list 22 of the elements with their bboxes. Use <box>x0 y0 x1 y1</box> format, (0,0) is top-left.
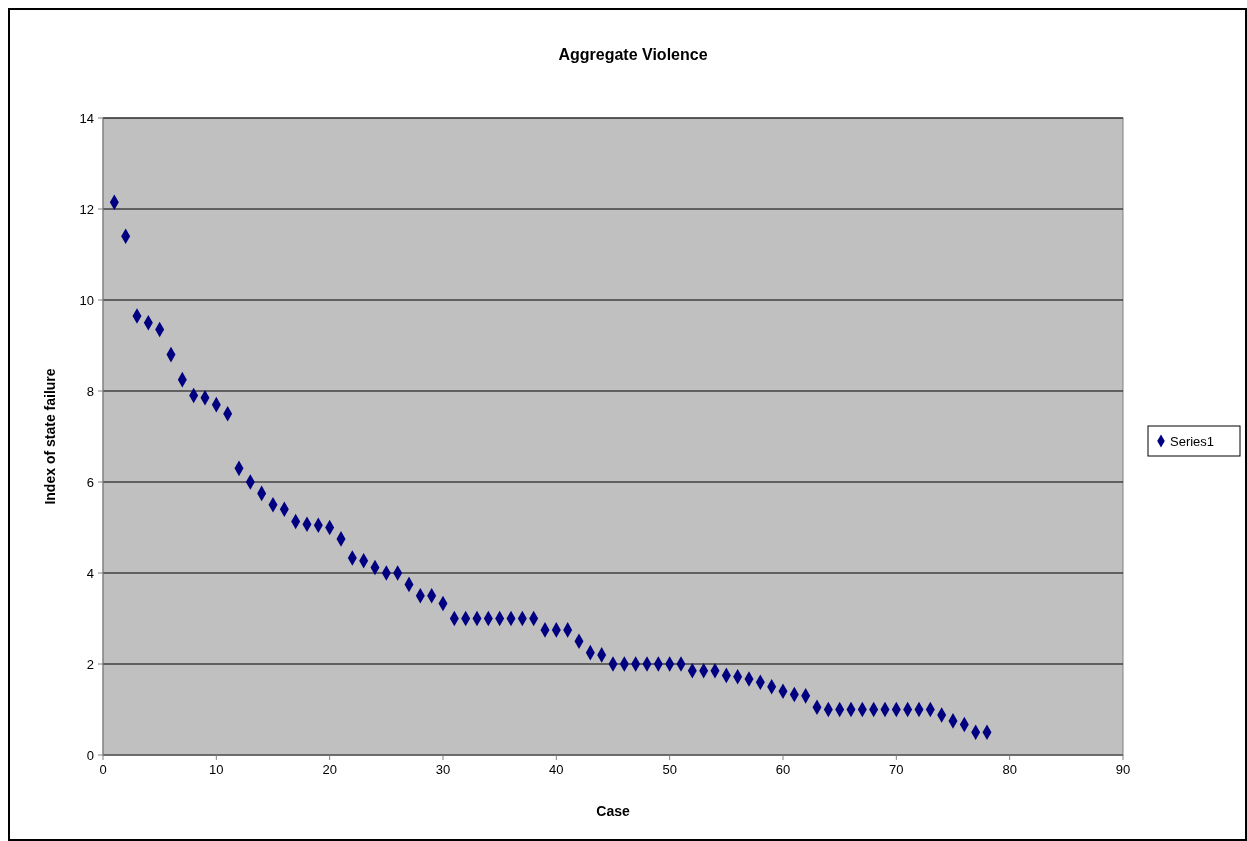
y-tick-label: 12 <box>79 201 94 217</box>
legend-label: Series1 <box>1170 433 1215 449</box>
chart-title: Aggregate Violence <box>558 46 708 63</box>
x-tick-label: 60 <box>775 762 791 777</box>
x-tick-label: 40 <box>549 762 564 777</box>
y-tick-label: 10 <box>79 292 94 308</box>
y-tick-label: 8 <box>86 383 94 399</box>
x-tick-label: 10 <box>209 762 224 777</box>
y-tick-label: 6 <box>86 474 94 490</box>
x-tick-label: 20 <box>322 762 337 777</box>
x-tick-label: 30 <box>435 762 451 777</box>
x-tick-label: 0 <box>99 762 107 777</box>
x-tick-label: 50 <box>662 762 677 777</box>
y-tick-label: 0 <box>86 747 94 763</box>
y-tick-label: 4 <box>86 565 94 581</box>
x-tick-label: 80 <box>1002 762 1017 777</box>
x-axis-title: Case <box>596 803 630 819</box>
y-axis-title: Index of state failure <box>42 368 58 505</box>
y-tick-label: 2 <box>86 656 94 672</box>
x-tick-label: 90 <box>1115 762 1131 777</box>
y-tick-label: 14 <box>79 110 94 126</box>
x-tick-label: 70 <box>889 762 904 777</box>
